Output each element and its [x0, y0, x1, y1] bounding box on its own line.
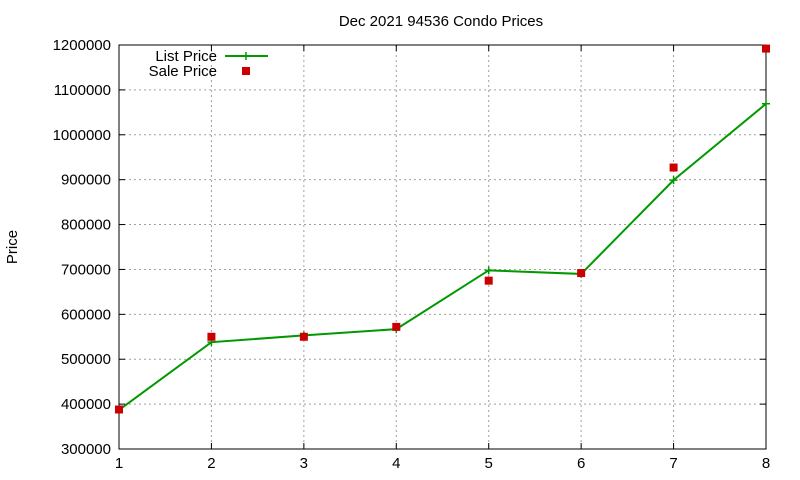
sale-price-point: [762, 44, 770, 53]
y-tick-label: 1200000: [53, 37, 111, 54]
sale-price-point: [207, 332, 216, 341]
y-tick-label: 400000: [61, 396, 111, 413]
legend-marker-sale-price: [242, 67, 250, 75]
grid: [119, 45, 766, 449]
sale-price-point: [669, 163, 678, 172]
chart-title: Dec 2021 94536 Condo Prices: [339, 13, 543, 30]
legend-swatches: [225, 52, 268, 75]
series-line-list-price: [118, 103, 767, 411]
sale-price-point: [484, 276, 493, 285]
list-price-point: [484, 266, 493, 275]
series-layer: [115, 44, 770, 414]
legend-marker-list-price: [242, 52, 250, 60]
y-tick-label: 1000000: [53, 127, 111, 144]
x-axis-ticks: 1 2 3 4 5 6 7 8: [115, 45, 770, 472]
plot-frame: [118, 44, 767, 450]
x-tick-label: 4: [392, 455, 400, 472]
sale-price-point: [299, 332, 308, 341]
legend: List Price Sale Price: [149, 48, 268, 80]
x-tick-label: 5: [485, 455, 493, 472]
y-tick-label: 1100000: [54, 82, 111, 99]
legend-label-list-price: List Price: [155, 48, 217, 65]
x-tick-label: 8: [762, 455, 770, 472]
y-tick-label: 800000: [61, 217, 111, 234]
y-tick-label: 700000: [61, 261, 111, 278]
y-tick-label: 300000: [61, 441, 111, 458]
sale-price-point: [577, 269, 586, 278]
x-tick-label: 6: [577, 455, 585, 472]
y-axis-ticks: 300000 400000 500000 600000 700000 800000 9000…: [53, 37, 766, 458]
x-tick-label: 1: [115, 455, 123, 472]
y-axis-label: Price: [4, 230, 21, 264]
y-tick-label: 600000: [61, 306, 111, 323]
x-tick-label: 3: [300, 455, 308, 472]
legend-label-sale-price: Sale Price: [149, 63, 217, 80]
list-price-point: [669, 176, 678, 185]
list-price-point: [762, 99, 770, 108]
y-tick-label: 500000: [61, 351, 111, 368]
x-tick-label: 2: [207, 455, 215, 472]
x-tick-label: 7: [669, 455, 677, 472]
sale-price-point: [115, 405, 123, 414]
sale-price-point: [392, 322, 401, 331]
y-tick-label: 900000: [61, 172, 111, 189]
